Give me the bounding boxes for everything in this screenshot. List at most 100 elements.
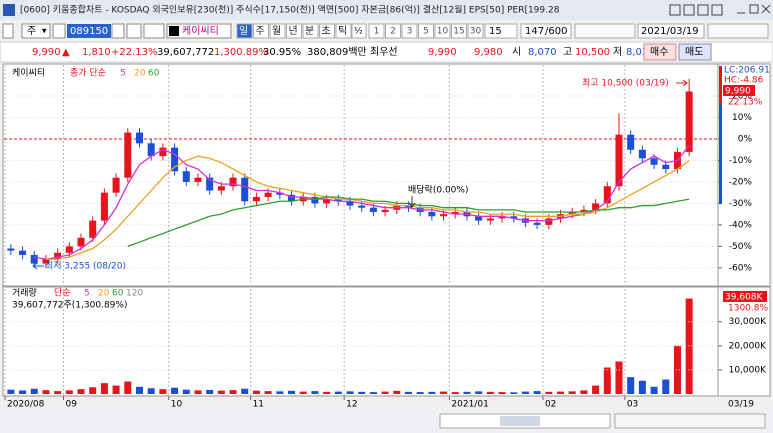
hc-label: HC:-4.86 — [724, 76, 764, 86]
last-price-box — [723, 85, 755, 96]
sell: 매도 — [685, 46, 703, 58]
volume-bar — [135, 386, 143, 394]
volume-bar — [486, 391, 494, 394]
candle-body — [217, 186, 225, 191]
volume-bar — [428, 391, 436, 394]
period-btn[interactable] — [302, 23, 319, 39]
candle-body — [77, 237, 85, 247]
buy-btn[interactable] — [643, 43, 677, 61]
spin[interactable] — [52, 23, 66, 39]
volume-bar — [54, 391, 62, 394]
x-tick-label: 09 — [65, 400, 77, 410]
btn-icon[interactable] — [711, 4, 723, 16]
candle-body — [194, 177, 202, 182]
candle-body — [19, 250, 27, 255]
volume-bar — [381, 391, 389, 394]
price: 9,990 — [32, 47, 61, 58]
half-btn[interactable] — [351, 23, 367, 39]
count-box[interactable] — [520, 23, 572, 39]
period-btn[interactable] — [319, 23, 335, 39]
period-btn[interactable] — [269, 23, 286, 39]
title-bar — [0, 0, 773, 20]
amount: 380,809백만 — [307, 46, 367, 58]
legend-entry: 5 — [84, 289, 90, 299]
bid: 9,980 — [474, 47, 503, 58]
scroll-thumb[interactable] — [500, 416, 540, 426]
volume-bar — [346, 391, 354, 394]
tool-icons[interactable] — [574, 23, 636, 39]
volume-bar — [217, 390, 225, 394]
x-tick-label: 11 — [253, 400, 264, 410]
volume-bar — [89, 387, 97, 394]
y-tick-label: 20% — [732, 92, 752, 102]
candle-body — [498, 216, 506, 219]
interval-btn[interactable] — [434, 23, 451, 39]
x-tick-label: 03 — [627, 400, 638, 410]
btn-icon[interactable] — [697, 4, 709, 16]
close[interactable] — [761, 4, 771, 14]
interval-label: 30 — [470, 27, 482, 37]
code-input[interactable] — [67, 24, 111, 38]
arrow-dividend — [408, 196, 416, 208]
candle-body — [276, 192, 284, 195]
candle-body — [533, 222, 541, 225]
candle-body — [404, 205, 412, 208]
volume-bar — [194, 390, 202, 394]
x-tick-label: 02 — [545, 400, 556, 410]
change: 1,810 — [82, 47, 111, 58]
maximize[interactable] — [749, 4, 759, 14]
dropdown[interactable] — [111, 23, 125, 39]
interval-btn[interactable] — [385, 23, 401, 39]
interval-btn[interactable] — [451, 23, 467, 39]
date-box[interactable] — [637, 23, 705, 39]
interval-select[interactable] — [484, 23, 518, 39]
legend-title: 단순 — [54, 288, 71, 299]
period-btn[interactable] — [253, 23, 269, 39]
interval-btn[interactable] — [368, 23, 385, 39]
count-max: /600 — [545, 26, 567, 37]
volume-bar — [252, 390, 260, 394]
period-btn[interactable] — [236, 23, 253, 39]
title-buttons[interactable] — [669, 4, 771, 16]
interval-btn[interactable] — [418, 23, 434, 39]
candle-body — [89, 220, 97, 238]
interval-btn[interactable] — [401, 23, 418, 39]
btn-icon[interactable] — [669, 4, 681, 16]
volume-bar — [685, 298, 693, 394]
volume-bar — [369, 392, 377, 394]
volume-bar — [206, 389, 214, 394]
interval-label: 1 — [374, 27, 380, 37]
candle-body — [358, 205, 366, 208]
volume-bar — [498, 392, 506, 394]
volume-bar — [276, 391, 284, 394]
candle-body — [311, 196, 319, 204]
pin[interactable] — [2, 23, 14, 39]
name-box — [166, 23, 232, 39]
candle-body — [603, 186, 611, 204]
sell-btn[interactable] — [678, 43, 712, 61]
y-tick-label: -20% — [729, 177, 753, 187]
candle-body — [615, 134, 623, 187]
market-select[interactable] — [21, 23, 51, 39]
volume-bar — [7, 389, 15, 394]
period-label: 월 — [272, 25, 281, 37]
candle-body — [182, 171, 190, 182]
interval-label: 5 — [423, 27, 429, 37]
low: 8,030 — [626, 47, 655, 58]
search-btn[interactable] — [126, 23, 142, 39]
sound-btn[interactable] — [143, 23, 165, 39]
interval-btn[interactable] — [467, 23, 484, 39]
period-label: 분 — [305, 25, 314, 37]
period-btn[interactable] — [286, 23, 302, 39]
tool-icons-2[interactable] — [707, 23, 769, 39]
interval-label: 2 — [390, 27, 396, 37]
btn-icon[interactable] — [683, 4, 695, 16]
zoom-controls[interactable] — [614, 413, 766, 429]
candle-body — [171, 147, 179, 172]
candle-body — [65, 246, 73, 253]
volume-bar — [299, 391, 307, 394]
low-label: 저 — [613, 46, 622, 58]
open-label: 시 — [512, 46, 521, 58]
period-btn[interactable] — [335, 23, 352, 39]
